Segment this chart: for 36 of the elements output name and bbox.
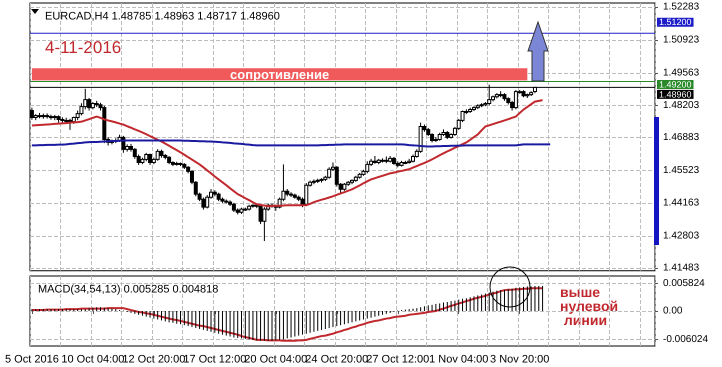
y-tick-label: 1.45523 [663, 164, 700, 176]
x-tick-label: 12 Oct 20:00 [122, 354, 186, 366]
candlestick [327, 166, 332, 180]
candlestick [514, 89, 518, 110]
y-tick-label: -0.006024 [663, 334, 708, 345]
x-tick-label: 27 Oct 12:00 [366, 354, 430, 366]
y-tick-label: 1.50923 [663, 34, 700, 46]
x-tick-label: 24 Oct 20:00 [305, 354, 368, 366]
annotation: выше нулевой линии [560, 284, 618, 328]
ref-line-label: 1.51200 [659, 17, 692, 28]
candlestick [262, 206, 266, 242]
y-tick-label: 1.44163 [663, 198, 700, 209]
y-tick-label: 1.49563 [663, 67, 700, 78]
candlestick [156, 148, 160, 162]
y-tick-label: 1.52283 [663, 2, 700, 13]
x-tick-label: 17 Oct 12:00 [183, 354, 246, 366]
annotation: 4-11-2016 [45, 38, 122, 57]
y-tick-label: 1.42803 [663, 230, 700, 242]
y-tick-label: 0.00 [663, 306, 683, 316]
candlestick [365, 160, 370, 174]
candlestick [232, 202, 236, 213]
candlestick [148, 153, 152, 166]
y-tick-label: 1.41483 [663, 262, 700, 274]
text: MACD(34,54,13) 0.005285 0.004818 [38, 284, 218, 296]
text: EURCAD,H4 1.48785 1.48963 1.48717 1.48960 [45, 10, 280, 22]
x-tick-label: 10 Oct 04:00 [61, 354, 124, 366]
y-tick-label: 1.46883 [663, 132, 700, 144]
x-tick-label: 3 Nov 20:00 [490, 354, 550, 366]
ref-line-label: 1.48960 [659, 89, 692, 100]
y-tick-label: 0.005824 [663, 278, 706, 289]
ref-line-label: 1.49200 [659, 80, 692, 90]
x-tick-label: 20 Oct 04:00 [244, 354, 308, 366]
x-tick-label: 5 Oct 2016 [4, 354, 59, 366]
y-tick-label: 1.48203 [663, 100, 700, 112]
x-tick-label: 1 Nov 04:00 [429, 354, 488, 366]
band-label: сопротивление [230, 66, 330, 82]
